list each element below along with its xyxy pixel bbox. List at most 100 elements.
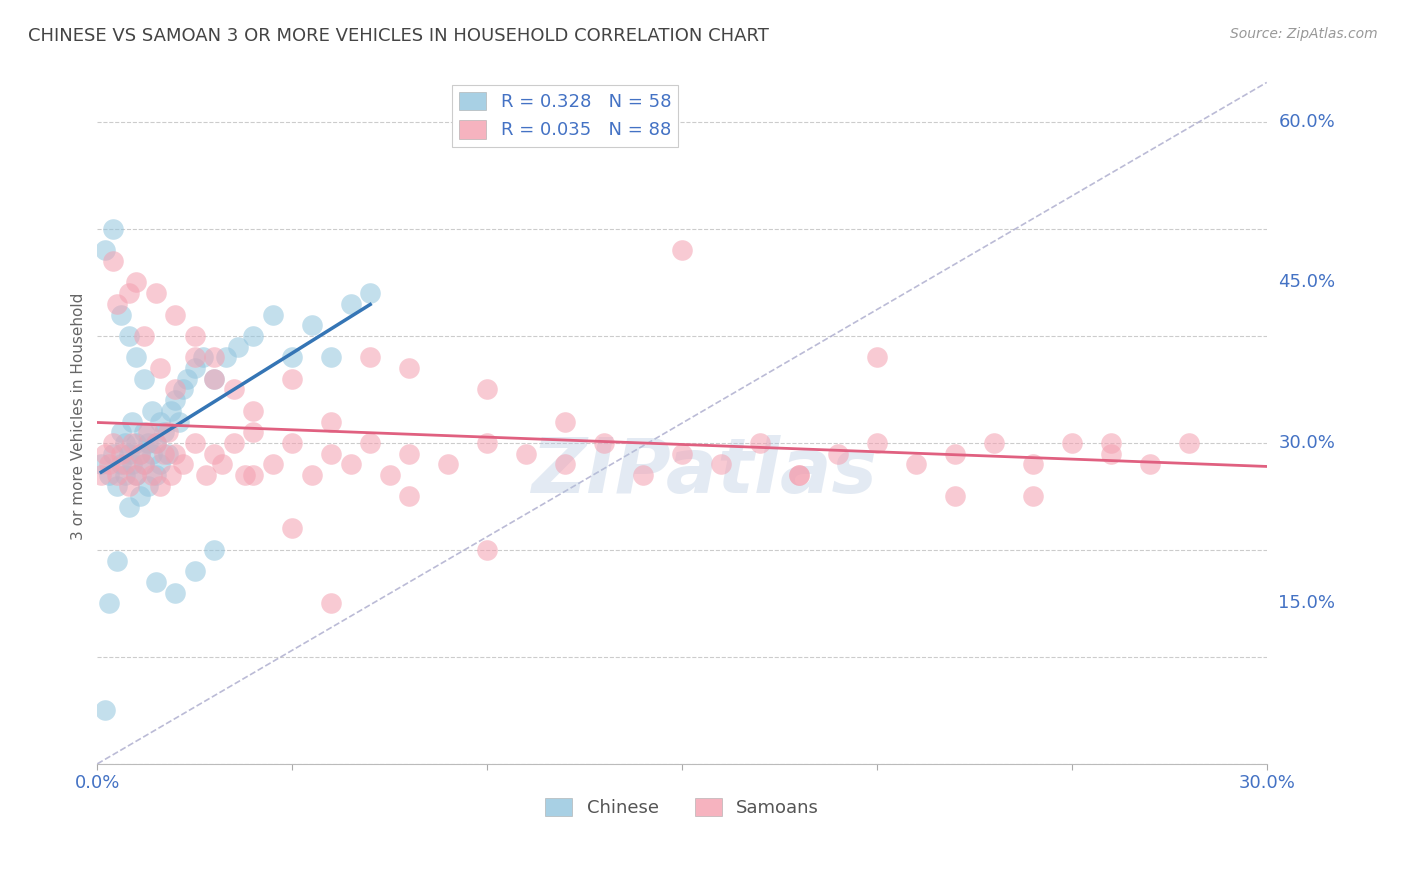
Point [105, 297, 128, 311]
Point [105, 479, 128, 493]
Point [554, 458, 576, 472]
Point [1178, 436, 1201, 450]
Point [235, 468, 257, 483]
Point [114, 458, 136, 472]
Point [787, 468, 810, 483]
Point [281, 436, 304, 450]
Text: ZIPatlas: ZIPatlas [533, 434, 879, 508]
Text: 45.0%: 45.0% [1278, 274, 1336, 292]
Legend: Chinese, Samoans: Chinese, Samoans [538, 790, 827, 824]
Point [165, 383, 187, 397]
Point [121, 436, 143, 450]
Point [134, 372, 156, 386]
Point [398, 361, 420, 376]
Point [105, 553, 128, 567]
Point [787, 468, 810, 483]
Text: 30.0%: 30.0% [1278, 434, 1336, 452]
Point [114, 468, 136, 483]
Point [281, 521, 304, 535]
Point [149, 458, 172, 472]
Point [125, 468, 148, 483]
Point [101, 254, 124, 268]
Point [943, 447, 966, 461]
Point [110, 447, 132, 461]
Point [321, 447, 343, 461]
Point [90, 458, 112, 472]
Point [160, 468, 183, 483]
Point [152, 425, 174, 440]
Point [94, 703, 117, 717]
Point [145, 468, 167, 483]
Point [339, 297, 361, 311]
Point [125, 351, 148, 365]
Point [94, 244, 117, 258]
Point [141, 447, 163, 461]
Point [866, 436, 889, 450]
Point [904, 458, 927, 472]
Point [129, 447, 152, 461]
Text: 60.0%: 60.0% [1278, 113, 1336, 131]
Point [359, 436, 381, 450]
Point [515, 447, 537, 461]
Point [359, 351, 381, 365]
Point [114, 436, 136, 450]
Point [943, 490, 966, 504]
Point [242, 404, 264, 418]
Point [134, 425, 156, 440]
Point [671, 447, 693, 461]
Point [141, 468, 163, 483]
Point [145, 436, 167, 450]
Point [117, 286, 139, 301]
Point [398, 447, 420, 461]
Point [172, 383, 194, 397]
Point [359, 286, 381, 301]
Point [165, 585, 187, 599]
Text: 15.0%: 15.0% [1278, 594, 1336, 613]
Point [983, 436, 1005, 450]
Point [195, 468, 218, 483]
Point [226, 340, 249, 354]
Point [339, 458, 361, 472]
Point [215, 351, 238, 365]
Point [117, 500, 139, 514]
Point [222, 436, 245, 450]
Point [202, 372, 225, 386]
Point [156, 425, 179, 440]
Point [321, 596, 343, 610]
Point [222, 383, 245, 397]
Point [110, 308, 132, 322]
Point [378, 468, 401, 483]
Point [866, 351, 889, 365]
Y-axis label: 3 or more Vehicles in Household: 3 or more Vehicles in Household [72, 293, 86, 540]
Point [101, 436, 124, 450]
Point [165, 308, 187, 322]
Point [141, 404, 163, 418]
Point [242, 468, 264, 483]
Point [202, 447, 225, 461]
Point [101, 447, 124, 461]
Point [121, 415, 143, 429]
Point [262, 458, 284, 472]
Point [117, 329, 139, 343]
Point [136, 479, 159, 493]
Point [321, 415, 343, 429]
Point [149, 361, 172, 376]
Point [145, 436, 167, 450]
Point [321, 351, 343, 365]
Point [125, 468, 148, 483]
Point [110, 458, 132, 472]
Point [145, 286, 167, 301]
Text: CHINESE VS SAMOAN 3 OR MORE VEHICLES IN HOUSEHOLD CORRELATION CHART: CHINESE VS SAMOAN 3 OR MORE VEHICLES IN … [28, 27, 769, 45]
Point [165, 447, 187, 461]
Point [184, 329, 207, 343]
Point [136, 425, 159, 440]
Point [1022, 458, 1045, 472]
Point [301, 318, 323, 333]
Point [110, 425, 132, 440]
Point [125, 436, 148, 450]
Point [398, 490, 420, 504]
Point [1099, 436, 1122, 450]
Point [172, 458, 194, 472]
Point [184, 351, 207, 365]
Point [176, 372, 198, 386]
